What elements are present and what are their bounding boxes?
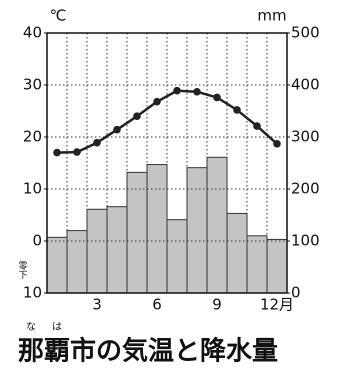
bar — [206, 156, 228, 294]
x-tick-label: 3 — [92, 296, 102, 314]
bar — [166, 219, 188, 294]
y2-tick-label: 200 — [291, 180, 320, 198]
temperature-point — [193, 87, 201, 96]
bar — [186, 167, 208, 294]
y-tick-label: 10 — [23, 284, 42, 302]
temperature-point — [133, 112, 141, 120]
temperature-point — [213, 93, 221, 102]
bar — [46, 236, 68, 294]
plot-frame — [46, 32, 288, 294]
bar — [226, 212, 248, 294]
bar — [106, 206, 128, 294]
temperature-point — [273, 139, 281, 148]
temperature-point — [53, 148, 61, 157]
bar — [86, 208, 108, 294]
y2-tick-label: 0 — [291, 284, 301, 302]
temperature-point — [73, 148, 81, 156]
x-tick-label: 6 — [152, 296, 162, 314]
bar — [246, 235, 268, 294]
bar — [146, 164, 168, 294]
y2-tick-label: 300 — [291, 128, 320, 146]
y-tick-label: 0 — [32, 232, 42, 250]
bar — [266, 238, 288, 294]
y2-tick-label: 500 — [291, 24, 320, 42]
temperature-point — [253, 122, 261, 130]
y-tick-label: 40 — [23, 24, 42, 42]
x-tick-label: 12月 — [260, 296, 294, 314]
y2-axis-label: mm — [257, 7, 286, 25]
temperature-point — [113, 125, 121, 134]
annotation: 零下 — [17, 261, 28, 280]
y-axis-label: ℃ — [50, 7, 67, 25]
temperature-point — [173, 86, 181, 95]
y2-tick-label: 100 — [291, 232, 320, 250]
y-tick-label: 20 — [23, 128, 42, 146]
chart-title: 那覇市の気温と降水量 — [18, 336, 278, 367]
temperature-point — [153, 97, 161, 106]
x-tick-label: 9 — [212, 296, 222, 314]
bar — [66, 230, 88, 294]
title-ruby: な — [26, 321, 36, 333]
temperature-point — [93, 138, 101, 147]
temperature-point — [233, 106, 241, 114]
y-tick-label: 10 — [23, 180, 42, 198]
title-ruby: は — [52, 321, 62, 333]
y-tick-label: 30 — [23, 76, 42, 94]
y2-tick-label: 400 — [291, 76, 320, 94]
bar — [126, 171, 148, 294]
